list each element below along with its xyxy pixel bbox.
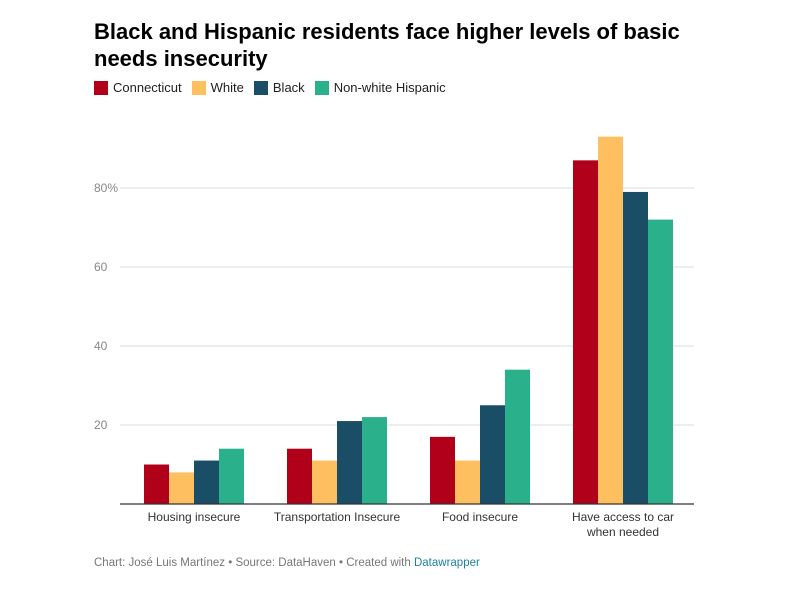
- legend-swatch: [191, 80, 206, 95]
- bar-black: [194, 460, 219, 504]
- footer: Chart: José Luis Martínez • Source: Data…: [94, 557, 480, 569]
- datawrapper-link[interactable]: Datawrapper: [413, 557, 480, 569]
- legend: Connecticut White Black Non-white Hispanic: [94, 80, 446, 95]
- x-tick-label: Housing insecure: [148, 510, 241, 524]
- bar-black: [623, 191, 648, 504]
- bar-non-white-hispanic: [219, 448, 244, 504]
- legend-swatch: [253, 80, 268, 95]
- legend-label: Connecticut: [113, 80, 182, 95]
- footer-credit: Chart: José Luis Martínez • Source: Data…: [94, 557, 414, 569]
- chart-title: Black and Hispanic residents face higher…: [94, 19, 680, 71]
- y-tick-label: 60: [94, 260, 108, 274]
- bar-non-white-hispanic: [648, 219, 673, 504]
- x-tick-label: when needed: [586, 525, 659, 539]
- x-tick-label: Food insecure: [442, 510, 518, 524]
- legend-item: Black: [253, 80, 305, 95]
- y-tick-label: 40: [94, 339, 108, 353]
- bar-black: [337, 421, 362, 504]
- bar-connecticut: [144, 464, 169, 504]
- x-tick-label: Transportation Insecure: [274, 510, 401, 524]
- legend-item: White: [191, 80, 244, 95]
- bar-connecticut: [573, 160, 598, 504]
- legend-swatch: [314, 80, 329, 95]
- legend-label: Non-white Hispanic: [333, 80, 446, 95]
- bar-white: [455, 460, 480, 504]
- x-tick-label: Have access to car: [572, 510, 674, 524]
- bar-white: [598, 136, 623, 504]
- y-tick-label: 20: [94, 418, 108, 432]
- bar-white: [312, 460, 337, 504]
- bar-non-white-hispanic: [505, 369, 530, 504]
- y-tick-label: 80%: [94, 181, 118, 195]
- legend-swatch: [94, 80, 108, 95]
- legend-item: Connecticut: [94, 80, 182, 95]
- bar-non-white-hispanic: [362, 417, 387, 504]
- legend-label: White: [210, 80, 244, 95]
- legend-item: Non-white Hispanic: [314, 80, 446, 95]
- bar-connecticut: [287, 448, 312, 504]
- bar-black: [480, 405, 505, 504]
- bar-connecticut: [430, 436, 455, 504]
- legend-label: Black: [272, 80, 305, 95]
- bar-white: [169, 472, 194, 504]
